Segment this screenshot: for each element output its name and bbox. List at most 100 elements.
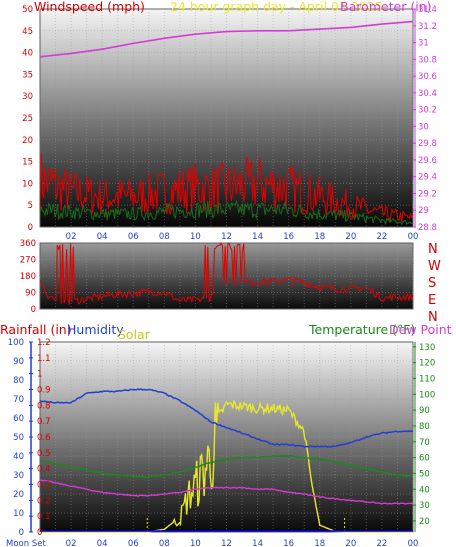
humidity-tick-label: 20 bbox=[13, 490, 24, 500]
rain-panel-time-tick-label: 00 bbox=[408, 539, 419, 547]
temperature-tick-label: 110 bbox=[419, 374, 435, 384]
wind-time-tick-label: 04 bbox=[97, 232, 108, 242]
compass-north-top: N bbox=[428, 242, 438, 257]
wind-direction-line bbox=[39, 242, 414, 305]
rain-panel-time-tick-label: 12 bbox=[221, 539, 232, 547]
wind-time-tick-label: 22 bbox=[377, 232, 388, 242]
axis-ticks: 0510152025303540455028.82929.229.429.629… bbox=[6, 5, 437, 547]
wind-direction-tick-label: 180 bbox=[20, 272, 36, 282]
windspeed-tick-label: 40 bbox=[22, 49, 33, 59]
windspeed-tick-label: 35 bbox=[22, 70, 33, 80]
barometer-tick-label: 30.2 bbox=[418, 106, 437, 116]
wind-time-tick-label: 20 bbox=[345, 232, 356, 242]
graph-title: 24 hour graph day - April 01 2025 bbox=[170, 0, 383, 14]
rainfall-tick-label: 1.2 bbox=[37, 338, 51, 348]
rain-panel-time-tick-label: 22 bbox=[377, 539, 388, 547]
temperature-tick-label: 100 bbox=[419, 390, 435, 400]
barometer-tick-label: 31 bbox=[418, 39, 429, 49]
solar-label: Solar bbox=[118, 327, 151, 342]
temperature-tick-label: 50 bbox=[419, 469, 430, 479]
humidity-tick-label: 100 bbox=[8, 338, 24, 348]
humidity-tick-label: 60 bbox=[13, 414, 24, 424]
rainfall-tick-label: 0.5 bbox=[37, 449, 51, 459]
temperature-tick-label: 60 bbox=[419, 454, 430, 464]
solar-line bbox=[40, 399, 413, 533]
dew-point-axis-label: Dew Point (°F) bbox=[389, 322, 456, 337]
rain-panel-time-tick-label: 10 bbox=[190, 539, 201, 547]
wind-direction-tick-label: 0 bbox=[31, 305, 36, 315]
wind-time-tick-label: 08 bbox=[159, 232, 170, 242]
windspeed-tick-label: 15 bbox=[22, 158, 33, 168]
rain-panel-time-tick-label: 18 bbox=[314, 539, 325, 547]
wind-time-tick-label: 12 bbox=[221, 232, 232, 242]
rainfall-tick-label: 0.9 bbox=[37, 386, 51, 396]
rainfall-tick-label: 1 bbox=[37, 370, 42, 380]
temperature-axis-label: Temperature (°F) bbox=[308, 322, 415, 337]
humidity-line bbox=[39, 388, 414, 448]
rain-panel-time-tick-label: 16 bbox=[283, 539, 294, 547]
wind-direction-tick-label: 360 bbox=[20, 239, 36, 249]
barometer-tick-label: 29.6 bbox=[418, 156, 437, 166]
moon-set-label: Moon Set bbox=[6, 539, 46, 547]
humidity-tick-label: 80 bbox=[13, 376, 24, 386]
barometer-tick-label: 30 bbox=[418, 122, 429, 132]
wind-time-tick-label: 16 bbox=[283, 232, 294, 242]
windspeed-tick-label: 25 bbox=[22, 114, 33, 124]
temperature-tick-label: 120 bbox=[419, 359, 435, 369]
humidity-tick-label: 30 bbox=[13, 471, 24, 481]
rain-panel-time-tick-label: 04 bbox=[97, 539, 108, 547]
wind-time-tick-label: 18 bbox=[314, 232, 325, 242]
windspeed-tick-label: 10 bbox=[22, 179, 33, 189]
rain-panel-time-tick-label: 08 bbox=[159, 539, 170, 547]
barometer-tick-label: 29.4 bbox=[418, 173, 437, 183]
temperature-tick-label: 20 bbox=[419, 517, 430, 527]
wind-time-tick-label: 10 bbox=[190, 232, 201, 242]
compass-west: W bbox=[428, 259, 441, 274]
wind-time-tick-label: 00 bbox=[408, 232, 419, 242]
rainfall-tick-label: 0.7 bbox=[37, 417, 51, 427]
barometer-line bbox=[39, 20, 414, 58]
rain-panel-time-tick-label: 14 bbox=[252, 539, 263, 547]
wind-time-tick-label: 02 bbox=[66, 232, 77, 242]
series-lines bbox=[39, 20, 414, 533]
temperature-tick-label: 80 bbox=[419, 422, 430, 432]
barometer-tick-label: 29.2 bbox=[418, 189, 437, 199]
temperature-line bbox=[39, 454, 414, 478]
dew-point-line bbox=[40, 479, 414, 505]
wind-time-tick-label: 14 bbox=[252, 232, 263, 242]
compass-north-bottom: N bbox=[428, 310, 438, 325]
rain-panel-time-tick-label: 06 bbox=[128, 539, 139, 547]
rainfall-tick-label: 0.4 bbox=[37, 465, 51, 475]
wind-gust-line bbox=[39, 153, 414, 224]
temperature-tick-label: 70 bbox=[419, 438, 430, 448]
barometer-tick-label: 30.4 bbox=[418, 89, 437, 99]
barometer-tick-label: 29 bbox=[418, 206, 429, 216]
compass-south: S bbox=[428, 276, 436, 291]
windspeed-tick-label: 0 bbox=[28, 223, 33, 233]
windspeed-tick-label: 50 bbox=[22, 5, 33, 15]
rainfall-tick-label: 0.3 bbox=[37, 481, 51, 491]
wind-direction-tick-label: 90 bbox=[25, 289, 36, 299]
compass-east: E bbox=[428, 293, 436, 308]
wind-direction-tick-label: 270 bbox=[20, 256, 36, 266]
wind-time-tick-label: 06 bbox=[128, 232, 139, 242]
rainfall-tick-label: 1.1 bbox=[37, 354, 51, 364]
grid-lines bbox=[40, 9, 414, 532]
windspeed-axis-label: Windspeed (mph) bbox=[34, 0, 145, 14]
barometer-tick-label: 31.2 bbox=[418, 22, 437, 32]
windspeed-tick-label: 5 bbox=[28, 201, 33, 211]
humidity-tick-label: 10 bbox=[13, 509, 24, 519]
windspeed-tick-label: 45 bbox=[22, 27, 33, 37]
rain-panel-time-tick-label: 02 bbox=[66, 539, 77, 547]
temperature-tick-label: 30 bbox=[419, 501, 430, 511]
rainfall-tick-label: 0.8 bbox=[37, 401, 51, 411]
humidity-tick-label: 0 bbox=[19, 528, 24, 538]
barometer-axis-label: Barometer (in) bbox=[340, 0, 431, 14]
humidity-tick-label: 50 bbox=[13, 433, 24, 443]
barometer-tick-label: 28.8 bbox=[418, 223, 437, 233]
humidity-label: Humidity bbox=[67, 322, 124, 337]
barometer-tick-label: 29.8 bbox=[418, 139, 437, 149]
wind-average-line bbox=[39, 199, 414, 226]
windspeed-tick-label: 30 bbox=[22, 92, 33, 102]
